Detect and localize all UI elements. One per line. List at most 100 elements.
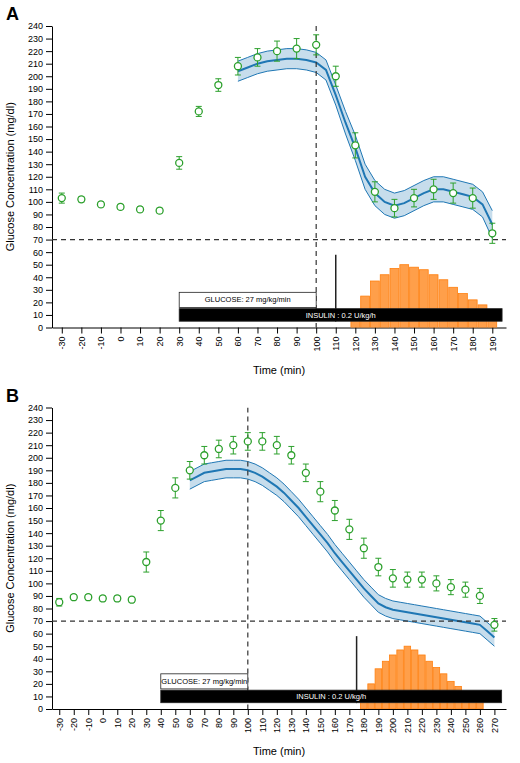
x-axis: -30-20-100102030405060708090100110120130… — [53, 328, 507, 352]
point — [56, 599, 63, 606]
y-tick: 20 — [33, 679, 52, 689]
x-tick-label: 180 — [468, 337, 478, 352]
error-bar — [114, 596, 120, 601]
x-tick-mark — [407, 709, 408, 715]
y-tick-label: 50 — [33, 260, 43, 270]
x-tick-label: 200 — [388, 718, 398, 733]
point — [234, 63, 241, 70]
x-tick-mark — [161, 709, 162, 715]
y-tick: 230 — [28, 415, 52, 425]
x-tick-mark — [336, 328, 337, 334]
x-tick-label: 230 — [432, 718, 442, 733]
y-tick-label: 60 — [33, 629, 43, 639]
x-tick-label: 90 — [229, 718, 239, 728]
y-tick: 10 — [33, 692, 52, 702]
y-tick-label: 10 — [33, 310, 43, 320]
error-bar — [313, 35, 319, 55]
x-axis-title: Time (min) — [253, 364, 305, 376]
y-tick: 90 — [33, 210, 52, 220]
point — [293, 45, 300, 52]
y-tick-mark — [46, 408, 52, 409]
error-bar — [196, 106, 202, 116]
x-tick-mark — [291, 709, 292, 715]
y-tick-mark — [46, 433, 52, 434]
y-tick-mark — [46, 315, 52, 316]
x-tick: 170 — [345, 709, 355, 733]
error-bar — [85, 595, 91, 600]
x-tick-mark — [355, 328, 356, 334]
x-tick-mark — [349, 709, 350, 715]
y-tick: 180 — [28, 97, 52, 107]
point — [411, 195, 418, 202]
y-tick: 30 — [33, 667, 52, 677]
point — [469, 195, 476, 202]
y-tick: 0 — [38, 323, 52, 333]
point — [85, 594, 92, 601]
panel: -30-20-100102030405060708090100110120130… — [4, 21, 507, 375]
y-tick-mark — [46, 189, 52, 190]
point — [254, 54, 261, 61]
y-tick-label: 180 — [28, 97, 43, 107]
y-tick: 120 — [28, 554, 52, 564]
x-tick-label: 120 — [272, 718, 282, 733]
x-tick-mark — [316, 328, 317, 334]
y-tick-mark — [46, 277, 52, 278]
y-tick: 150 — [28, 516, 52, 526]
label-box — [179, 292, 316, 307]
x-tick-mark — [238, 328, 239, 334]
y-tick-label: 130 — [28, 541, 43, 551]
y-tick-label: 170 — [28, 109, 43, 119]
x-tick: 150 — [409, 328, 419, 352]
x-tick-mark — [218, 328, 219, 334]
x-tick: 70 — [200, 709, 210, 728]
point — [302, 469, 309, 476]
y-tick: 210 — [28, 441, 52, 451]
y-tick-mark — [46, 646, 52, 647]
error-bar — [143, 552, 149, 572]
x-tick: 30 — [175, 328, 185, 347]
point — [418, 576, 425, 583]
x-tick-mark — [465, 709, 466, 715]
x-tick-mark — [277, 709, 278, 715]
y-tick-label: 140 — [28, 529, 43, 539]
x-tick: 60 — [185, 709, 195, 728]
error-bar — [431, 179, 437, 199]
panel-title: B — [6, 386, 19, 406]
y-tick-mark — [46, 139, 52, 140]
point — [259, 438, 266, 445]
y-tick: 70 — [33, 235, 52, 245]
x-tick: 50 — [214, 328, 224, 347]
y-tick-label: 70 — [33, 616, 43, 626]
y-tick: 160 — [28, 503, 52, 513]
y-tick: 80 — [33, 604, 52, 614]
point — [70, 594, 77, 601]
y-tick-mark — [46, 202, 52, 203]
x-tick: 40 — [194, 328, 204, 347]
y-tick-label: 80 — [33, 222, 43, 232]
point — [346, 526, 353, 533]
x-tick: 70 — [253, 328, 263, 347]
point — [332, 73, 339, 80]
x-tick-mark — [378, 709, 379, 715]
x-tick-mark — [436, 709, 437, 715]
error-bar — [411, 189, 417, 207]
point — [172, 484, 179, 491]
x-tick-label: 0 — [98, 718, 108, 723]
x-tick-label: 140 — [390, 337, 400, 352]
y-axis: 0102030405060708090100110120130140150160… — [28, 21, 53, 333]
band-mean-line — [190, 469, 495, 637]
x-tick-label: 140 — [301, 718, 311, 733]
y-axis-line — [52, 408, 53, 710]
y-tick-label: 200 — [28, 72, 43, 82]
error-bar — [491, 619, 497, 632]
y-axis-line — [52, 27, 53, 329]
error-bar — [259, 433, 265, 451]
x-tick-mark — [140, 328, 141, 334]
point — [491, 621, 498, 628]
y-tick-mark — [46, 684, 52, 685]
x-axis-title: Time (min) — [253, 745, 305, 757]
x-tick-label: 60 — [233, 337, 243, 347]
y-tick-label: 240 — [28, 403, 43, 413]
plot-area — [52, 408, 506, 710]
x-tick-mark — [364, 709, 365, 715]
